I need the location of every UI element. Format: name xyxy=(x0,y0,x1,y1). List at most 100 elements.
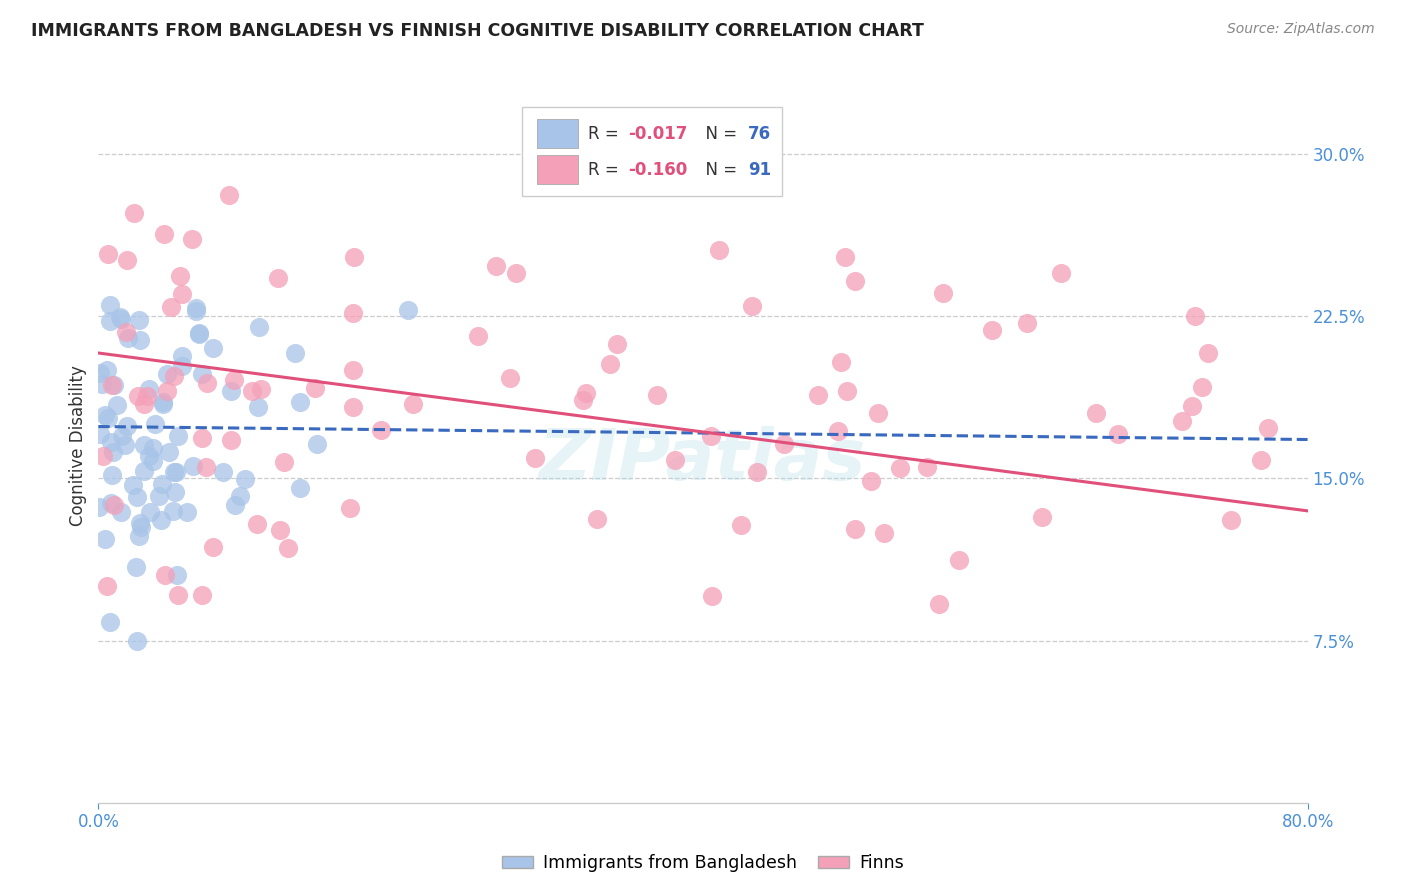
Point xyxy=(277,541,299,555)
Point xyxy=(105,398,128,412)
Point xyxy=(343,251,366,265)
Point xyxy=(100,496,122,510)
Point xyxy=(172,287,194,301)
Point xyxy=(211,466,233,480)
Point xyxy=(572,392,595,407)
Point xyxy=(142,441,165,455)
Point xyxy=(184,303,207,318)
Point xyxy=(741,299,763,313)
Point xyxy=(124,205,146,219)
Point xyxy=(97,410,120,425)
Point xyxy=(269,523,291,537)
Point xyxy=(98,298,121,312)
Point xyxy=(114,438,136,452)
Point xyxy=(143,417,166,431)
Point xyxy=(162,504,184,518)
Point xyxy=(159,300,181,314)
Point xyxy=(153,227,176,241)
Point xyxy=(149,513,172,527)
Point xyxy=(166,567,188,582)
Point xyxy=(1184,310,1206,324)
Point xyxy=(700,589,723,603)
Point xyxy=(342,306,364,320)
FancyBboxPatch shape xyxy=(537,120,578,148)
Point xyxy=(201,341,224,355)
Point xyxy=(101,377,124,392)
Point xyxy=(664,453,686,467)
Point xyxy=(981,323,1004,337)
Point xyxy=(575,386,598,401)
Point xyxy=(148,489,170,503)
Point xyxy=(1031,510,1053,524)
Point xyxy=(117,252,139,267)
Point xyxy=(1197,345,1219,359)
Point xyxy=(138,450,160,464)
Point xyxy=(96,579,118,593)
Point xyxy=(110,505,132,519)
Point xyxy=(103,378,125,392)
Point xyxy=(108,310,131,324)
Point xyxy=(190,367,212,381)
Text: -0.160: -0.160 xyxy=(628,161,688,178)
Point xyxy=(138,382,160,396)
Point xyxy=(868,406,890,420)
Point xyxy=(505,266,527,280)
Point xyxy=(932,286,955,301)
Point xyxy=(98,314,121,328)
Point xyxy=(1219,513,1241,527)
Point xyxy=(125,490,148,504)
Text: IMMIGRANTS FROM BANGLADESH VS FINNISH COGNITIVE DISABILITY CORRELATION CHART: IMMIGRANTS FROM BANGLADESH VS FINNISH CO… xyxy=(31,22,924,40)
Point xyxy=(948,553,970,567)
Point xyxy=(246,400,269,414)
Point xyxy=(284,345,307,359)
Point xyxy=(110,312,132,326)
Text: R =: R = xyxy=(588,161,624,178)
Point xyxy=(229,489,252,503)
Point xyxy=(827,424,849,438)
Point xyxy=(645,388,668,402)
Point xyxy=(773,437,796,451)
Point xyxy=(129,520,152,534)
Point xyxy=(834,250,856,264)
Point xyxy=(152,396,174,410)
Point xyxy=(1171,414,1194,428)
Point xyxy=(163,485,186,500)
Point xyxy=(807,388,830,402)
Point xyxy=(96,363,118,377)
Point xyxy=(115,419,138,434)
Point xyxy=(191,431,214,445)
Point xyxy=(218,187,240,202)
Point xyxy=(89,366,111,380)
Point xyxy=(162,368,184,383)
Point xyxy=(93,409,115,423)
Point xyxy=(342,401,364,415)
Point xyxy=(267,270,290,285)
Point xyxy=(91,449,114,463)
Point xyxy=(224,498,246,512)
Point xyxy=(233,472,256,486)
Point xyxy=(1085,406,1108,420)
Point xyxy=(524,450,547,465)
Point xyxy=(222,373,245,387)
FancyBboxPatch shape xyxy=(537,155,578,184)
Point xyxy=(129,333,152,347)
Point xyxy=(219,384,242,399)
Point xyxy=(1250,453,1272,467)
Point xyxy=(250,382,273,396)
Point xyxy=(1017,317,1039,331)
Text: ZIPatlas: ZIPatlas xyxy=(540,425,866,495)
Point xyxy=(181,458,204,473)
Point xyxy=(94,532,117,546)
Point xyxy=(125,634,148,648)
Point xyxy=(830,354,852,368)
Point xyxy=(860,474,883,488)
Point xyxy=(170,359,193,373)
Point xyxy=(599,357,621,371)
Point xyxy=(156,368,179,382)
Point xyxy=(132,397,155,411)
Point xyxy=(166,428,188,442)
Point xyxy=(844,274,866,288)
Point xyxy=(127,389,149,403)
Point xyxy=(889,461,911,475)
Point xyxy=(157,444,180,458)
